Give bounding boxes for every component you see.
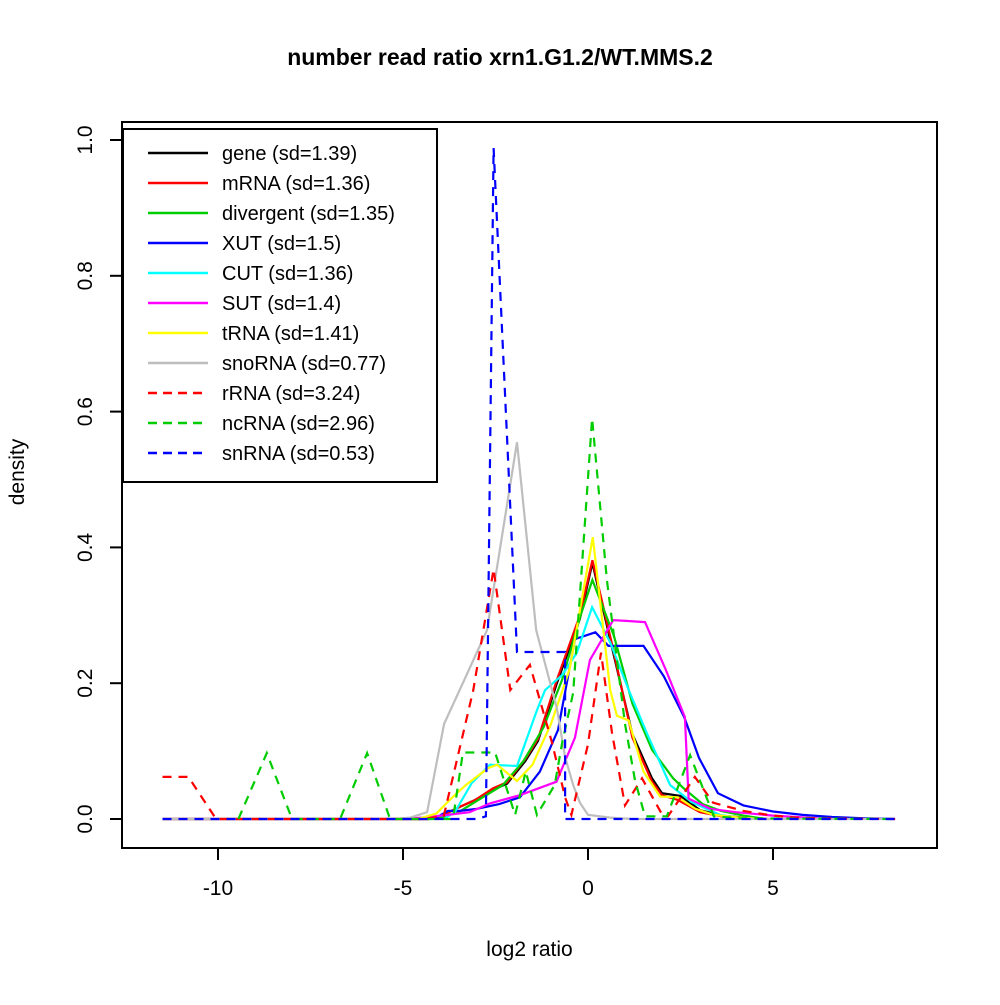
series-line-tRNA — [417, 537, 762, 821]
plot-frame — [121, 121, 938, 849]
x-tick-label: -10 — [203, 877, 233, 900]
chart-title: number read ratio xrn1.G1.2/WT.MMS.2 — [287, 44, 713, 70]
legend-label-tRNA: tRNA (sd=1.41) — [222, 323, 359, 345]
legend-label-CUT: CUT (sd=1.36) — [222, 263, 353, 285]
series-line-divergent — [435, 576, 766, 821]
series-line-XUT — [417, 631, 896, 821]
legend-label-gene: gene (sd=1.39) — [222, 143, 357, 165]
legend-label-snRNA: snRNA (sd=0.53) — [222, 443, 375, 465]
y-tick-label: 0.2 — [74, 669, 97, 698]
legend-label-ncRNA: ncRNA (sd=2.96) — [222, 413, 375, 435]
series-line-snRNA — [162, 148, 896, 821]
y-tick-label: 0.8 — [74, 261, 97, 290]
legend-box — [122, 128, 438, 483]
series-line-SUT — [406, 618, 829, 821]
series-line-snoRNA — [162, 442, 896, 821]
x-axis-title: log2 ratio — [486, 938, 573, 961]
y-axis-title: density — [6, 438, 29, 506]
legend-label-XUT: XUT (sd=1.5) — [222, 233, 341, 255]
x-tick-label: 5 — [767, 877, 779, 900]
series-line-ncRNA — [237, 418, 896, 821]
y-tick-label: 1.0 — [74, 125, 97, 154]
x-tick-label: 0 — [582, 877, 594, 900]
y-tick-label: 0.4 — [74, 532, 97, 562]
legend-label-snoRNA: snoRNA (sd=0.77) — [222, 353, 386, 375]
legend-label-mRNA: mRNA (sd=1.36) — [222, 173, 370, 195]
y-tick-label: 0.0 — [74, 804, 97, 833]
x-tick-label: -5 — [394, 877, 413, 900]
series-line-rRNA — [162, 568, 896, 821]
y-tick-label: 0.6 — [74, 397, 97, 426]
legend-label-rRNA: rRNA (sd=3.24) — [222, 383, 360, 405]
legend-label-divergent: divergent (sd=1.35) — [222, 203, 395, 225]
series-line-mRNA — [162, 560, 770, 821]
legend-label-SUT: SUT (sd=1.4) — [222, 293, 341, 315]
